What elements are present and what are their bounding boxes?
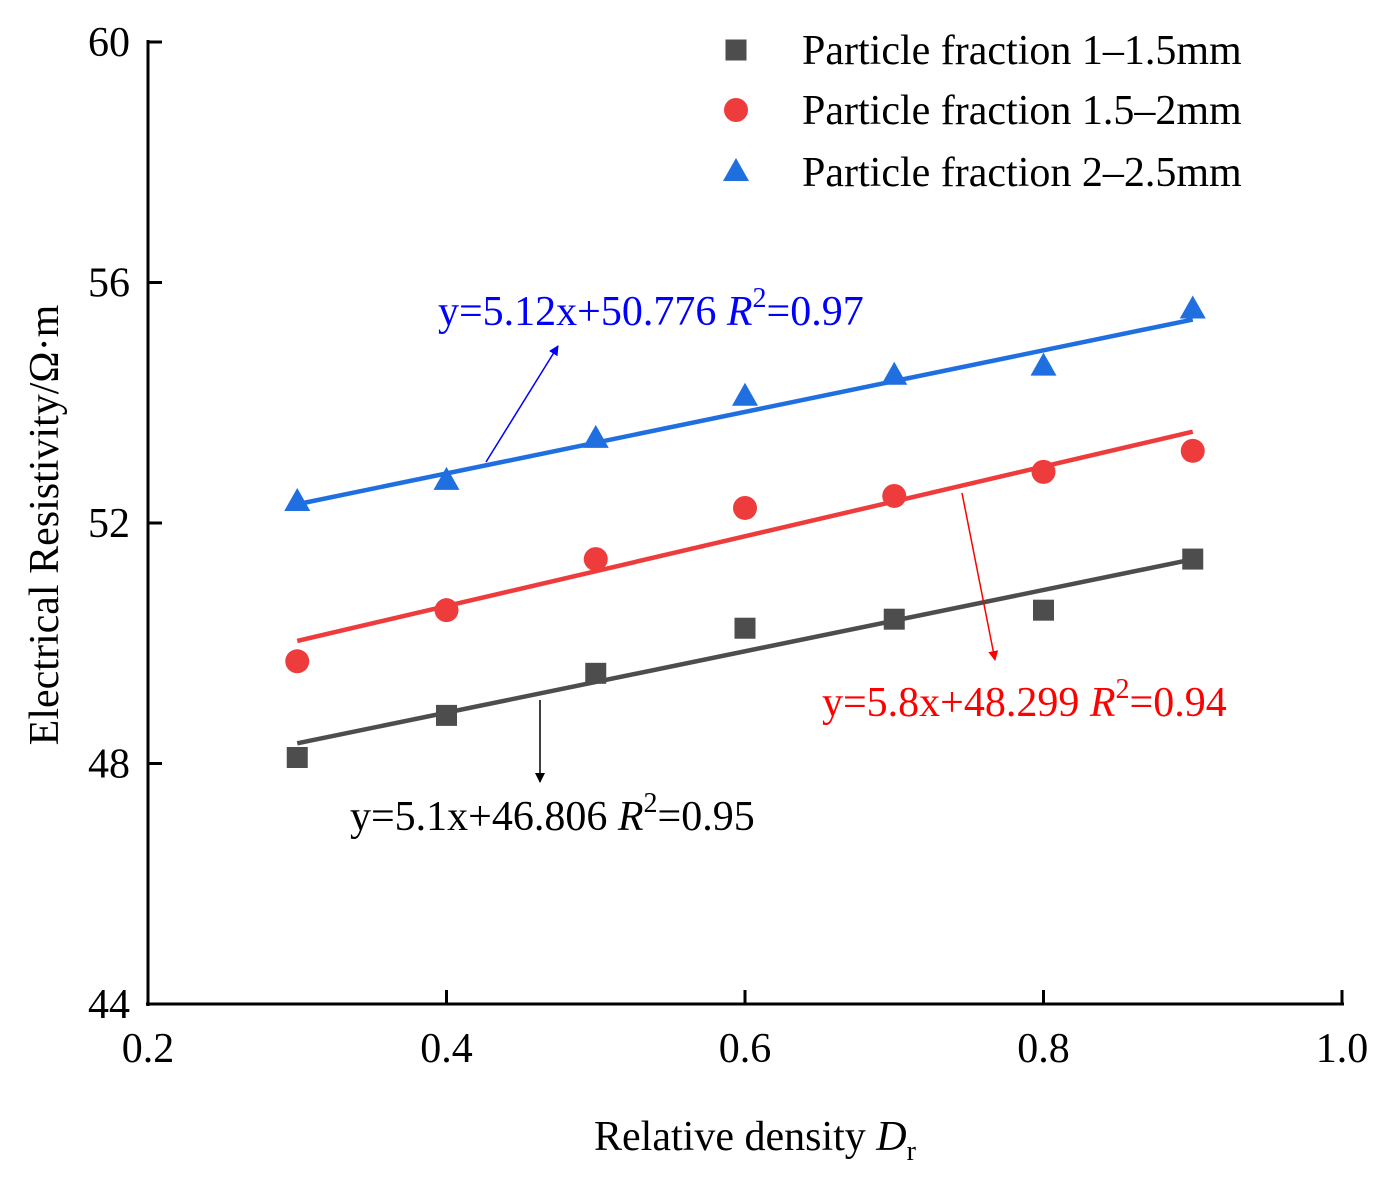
r-squared-superscript: 2 <box>753 283 767 314</box>
legend-label-series-3: Particle fraction 2–2.5mm <box>802 150 1242 196</box>
data-point-series-1 <box>1033 599 1054 621</box>
fit-equation-label-series-3: y=5.12x+50.776 R2=0.97 <box>438 283 864 335</box>
fit-equation: y=5.8x+48.299 <box>822 680 1090 726</box>
data-point-series-3 <box>881 361 908 385</box>
r-squared-symbol: R <box>617 794 644 840</box>
data-point-series-2 <box>882 483 907 508</box>
fit-equation: y=5.12x+50.776 <box>438 289 727 335</box>
legend: Particle fraction 1–1.5mm Particle fracti… <box>723 28 1242 196</box>
axes: 0.2 0.4 0.6 0.8 1.0 44 48 52 56 60 Relative densit… <box>22 20 1368 1167</box>
data-point-series-1 <box>883 608 905 630</box>
fit-annotations: y=5.1x+46.806 R2=0.95y=5.8x+48.299 R2=0.… <box>350 283 1227 840</box>
data-point-series-2 <box>733 495 757 520</box>
fit-line-series-2 <box>296 429 1194 644</box>
x-tick-label: 0.8 <box>1017 1026 1070 1072</box>
y-tick-label: 44 <box>88 982 130 1028</box>
y-tick-label: 60 <box>88 20 130 66</box>
x-tick-label: 0.6 <box>719 1026 772 1072</box>
data-point-series-1 <box>734 617 756 639</box>
r-squared-symbol: R <box>1089 680 1116 726</box>
data-point-series-2 <box>434 598 459 623</box>
legend-marker-series-2 <box>724 98 748 122</box>
data-point-series-1 <box>436 704 457 726</box>
x-tick-label: 1.0 <box>1316 1026 1369 1072</box>
data-point-series-3 <box>582 424 609 448</box>
fit-equation-label-series-2: y=5.8x+48.299 R2=0.94 <box>822 674 1227 726</box>
r-squared-superscript: 2 <box>644 788 658 819</box>
annotation-arrow-series-2 <box>961 492 999 661</box>
data-point-series-1 <box>585 662 607 684</box>
r-squared-value: =0.97 <box>767 289 864 335</box>
y-axis-label: Electrical Resistivity/Ω·m <box>22 304 68 745</box>
fit-line-series-3 <box>296 317 1194 507</box>
data-point-series-2 <box>285 649 310 674</box>
legend-label-series-2: Particle fraction 1.5–2mm <box>802 88 1242 134</box>
r-squared-value: =0.94 <box>1130 680 1227 726</box>
y-tick-label: 52 <box>88 501 130 547</box>
legend-marker-series-1 <box>725 39 747 61</box>
r-squared-symbol: R <box>726 289 753 335</box>
legend-label-series-1: Particle fraction 1–1.5mm <box>802 28 1242 74</box>
data-point-series-1 <box>286 746 308 768</box>
data-point-series-3 <box>433 466 460 490</box>
x-axis-label-variable: D <box>875 1114 906 1160</box>
x-axis-label-subscript: r <box>907 1136 917 1167</box>
data-point-series-2 <box>1180 438 1205 463</box>
data-point-series-3 <box>284 487 311 511</box>
legend-marker-series-3 <box>723 158 749 181</box>
y-tick-label: 48 <box>88 742 130 788</box>
x-axis-label-text: Relative density <box>594 1114 876 1160</box>
fit-equation: y=5.1x+46.806 <box>350 794 618 840</box>
r-squared-superscript: 2 <box>1116 674 1130 705</box>
data-markers <box>284 295 1206 768</box>
data-point-series-3 <box>1030 352 1057 376</box>
data-point-series-3 <box>1179 295 1206 319</box>
r-squared-value: =0.95 <box>658 794 755 840</box>
data-point-series-1 <box>1182 548 1204 570</box>
y-tick-label: 56 <box>88 261 130 307</box>
annotation-arrow-series-3 <box>485 345 559 463</box>
data-point-series-2 <box>583 547 608 572</box>
x-axis-label: Relative density Dr <box>594 1114 917 1167</box>
data-point-series-3 <box>732 382 758 406</box>
fit-equation-label-series-1: y=5.1x+46.806 R2=0.95 <box>350 788 755 840</box>
data-point-series-2 <box>1031 459 1056 484</box>
x-tick-label: 0.4 <box>420 1026 473 1072</box>
x-tick-label: 0.2 <box>122 1026 175 1072</box>
